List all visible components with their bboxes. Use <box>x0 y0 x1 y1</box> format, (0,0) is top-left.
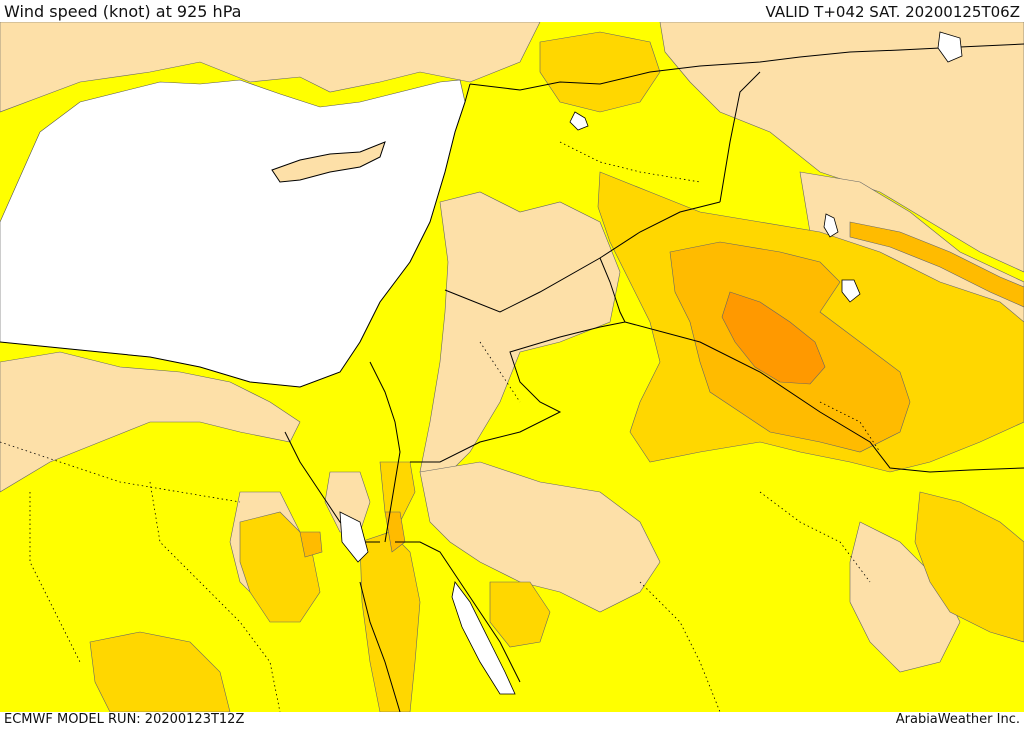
footer-bar: ECMWF MODEL RUN: 20200123T12Z ArabiaWeat… <box>0 712 1024 729</box>
credit: ArabiaWeather Inc. <box>895 712 1020 727</box>
cyprus-island <box>271 141 386 183</box>
wind-band-very-strong <box>721 291 826 385</box>
valid-time: VALID T+042 SAT. 20200125T06Z <box>765 3 1020 21</box>
map-title: Wind speed (knot) at 925 hPa <box>4 2 242 21</box>
header-bar: Wind speed (knot) at 925 hPa VALID T+042… <box>0 0 1024 22</box>
borders <box>0 43 1024 712</box>
wind-map <box>0 22 1024 712</box>
province-boundaries <box>0 141 881 712</box>
water-bodies <box>339 31 963 695</box>
model-run: ECMWF MODEL RUN: 20200123T12Z <box>4 712 245 727</box>
